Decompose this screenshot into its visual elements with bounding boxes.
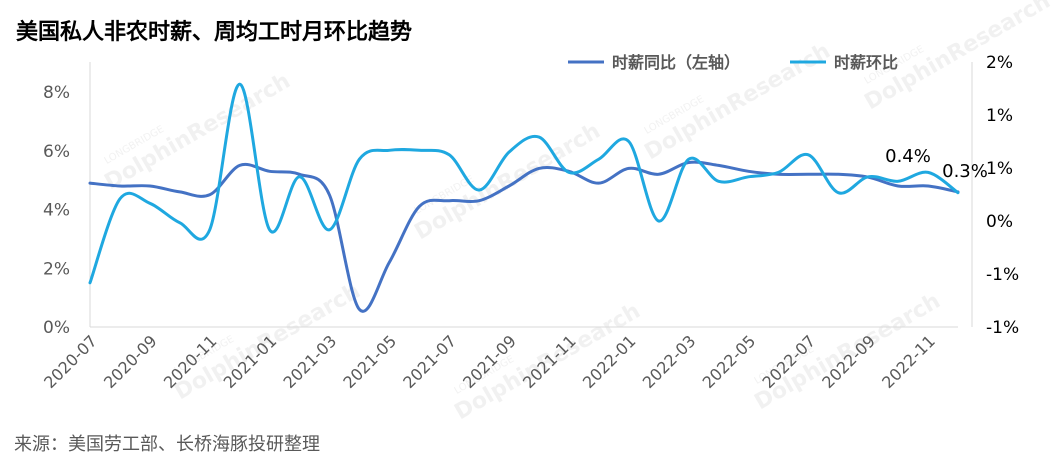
y-left-tick-label: 0% <box>43 318 70 338</box>
legend-label: 时薪同比（左轴） <box>612 53 740 72</box>
series-line-yoy <box>88 160 960 313</box>
y-left-tick-label: 2% <box>43 259 70 279</box>
y-left-tick-label: 4% <box>43 201 70 221</box>
y-right-tick-label: 1% <box>986 159 1013 179</box>
x-tick-label: 2022-05 <box>699 331 760 392</box>
data-label: 0.3% <box>942 161 988 182</box>
x-tick-label: 2022-03 <box>639 331 700 392</box>
y-left-tick-label: 8% <box>43 83 70 103</box>
source-note: 来源：美国劳工部、长桥海豚投研整理 <box>14 434 320 455</box>
x-tick-label: 2020-07 <box>40 331 101 392</box>
x-tick-label: 2021-05 <box>339 331 400 392</box>
legend-label: 时薪环比 <box>834 53 898 72</box>
chart-title: 美国私人非农时薪、周均工时月环比趋势 <box>16 20 413 45</box>
y-left-tick-label: 6% <box>43 142 70 162</box>
y-right-tick-label: -1% <box>986 265 1019 285</box>
watermark-text: DolphinResearch <box>101 69 295 196</box>
data-label: 0.4% <box>885 146 931 167</box>
y-right-tick-label: -1% <box>986 318 1019 338</box>
x-tick-label: 2021-07 <box>399 331 460 392</box>
y-right-tick-label: 1% <box>986 106 1013 126</box>
series-line-mom <box>88 82 960 285</box>
y-right-tick-label: 0% <box>986 212 1013 232</box>
watermark-text: DolphinResearch <box>411 119 605 246</box>
x-tick-label: 2020-09 <box>100 331 161 392</box>
y-right-tick-label: 2% <box>986 53 1013 73</box>
